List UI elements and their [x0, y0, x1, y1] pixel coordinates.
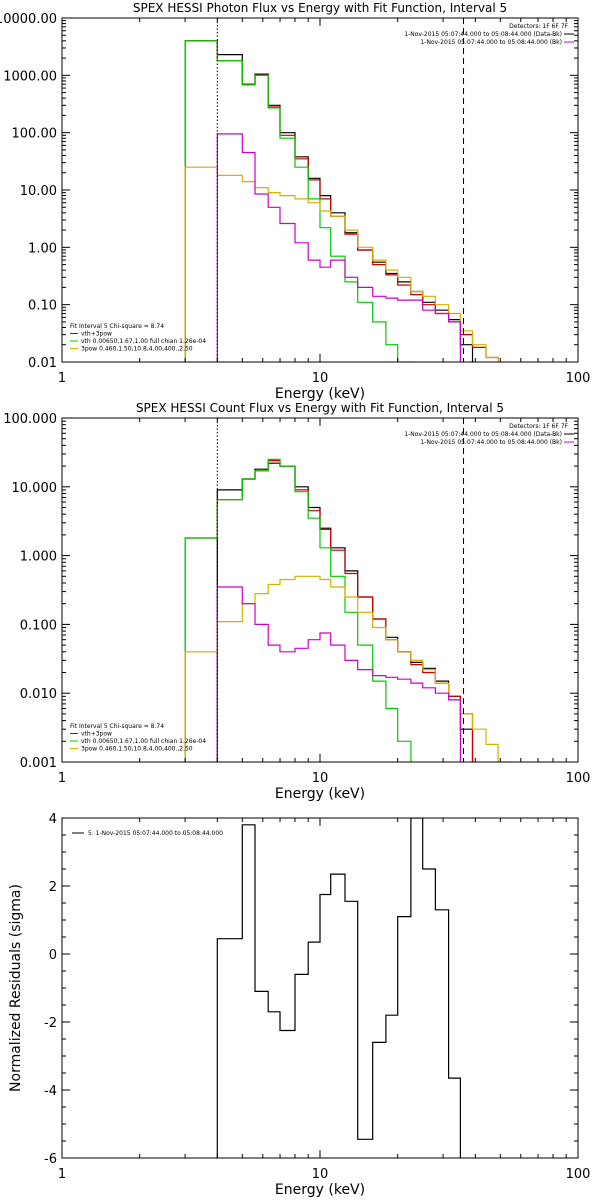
y-tick-label: -4: [44, 1084, 57, 1099]
y-tick-label: 10.00: [20, 184, 57, 199]
y-tick-label: 10000.00: [0, 12, 57, 27]
fit-legend-label: vth 0.00650,1.67,1.00 full chian 1.26e-0…: [81, 738, 206, 745]
y-tick-label: 0.10: [28, 299, 57, 314]
residual-legend-label: 5. 1-Nov-2015 05:07:44.000 to 05:08:44.0…: [88, 830, 223, 837]
x-tick-label: 1: [58, 771, 66, 786]
fit-legend-label: vth+3pow: [81, 331, 112, 338]
fit-legend-header: Fit Interval 5 Chi-square = 8.74: [70, 323, 164, 330]
count-flux-panel: SPEX HESSI Count Flux vs Energy with Fit…: [3, 401, 590, 802]
series-line-4: [216, 133, 461, 362]
y-tick-label: 0: [49, 948, 57, 963]
y-tick-label: 1.000: [20, 550, 57, 565]
chart-title: SPEX HESSI Count Flux vs Energy with Fit…: [136, 401, 504, 415]
x-tick-label: 10: [312, 371, 329, 386]
plot-area: [184, 40, 499, 362]
fit-legend-label: 3pow 0.460,1.50,10.8,4.00,400.,2.50: [81, 346, 193, 353]
y-tick-label: 100.000: [3, 412, 57, 427]
y-tick-label: 0.01: [28, 356, 57, 371]
y-axis-label: Normalized Residuals (sigma): [8, 884, 24, 1092]
series-line-2: [184, 458, 412, 762]
legend-entry-label: 1-Nov-2015 05:07:44.000 to 05:08:44.000 …: [404, 431, 562, 438]
fit-legend-label: vth 0.00650,1.67,1.00 full chian 1.26e-0…: [81, 338, 206, 345]
y-tick-label: -6: [44, 1152, 57, 1167]
y-tick-label: 4: [49, 812, 57, 827]
x-tick-label: 100: [566, 771, 591, 786]
y-tick-label: 0.001: [20, 756, 57, 771]
series-line-3: [184, 575, 511, 762]
photon-flux-panel: SPEX HESSI Photon Flux vs Energy with Fi…: [0, 1, 590, 402]
plot-frame: [61, 817, 579, 1159]
plot-frame: [61, 417, 579, 763]
x-tick-label: 10: [312, 1167, 329, 1182]
chart-title: SPEX HESSI Photon Flux vs Energy with Fi…: [133, 1, 507, 15]
legend-entry-label: 1-Nov-2015 05:07:44.000 to 05:08:44.000 …: [420, 439, 562, 446]
x-axis-label: Energy (keV): [275, 386, 365, 402]
fit-legend-label: vth+3pow: [81, 731, 112, 738]
y-tick-label: 100.00: [12, 127, 58, 142]
series-line-1: [184, 460, 474, 762]
series-line-4: [216, 586, 461, 762]
x-tick-label: 1: [58, 371, 66, 386]
plot-area: [216, 818, 461, 1158]
y-tick-label: 10.000: [12, 481, 58, 496]
x-tick-label: 100: [566, 371, 591, 386]
x-tick-label: 10: [312, 771, 329, 786]
legend-entry-label: 1-Nov-2015 05:07:44.000 to 05:08:44.000 …: [420, 39, 562, 46]
y-tick-label: -2: [44, 1016, 57, 1031]
x-axis-label: Energy (keV): [275, 1182, 365, 1198]
plot-area: [184, 458, 511, 762]
y-tick-label: 0.010: [20, 687, 57, 702]
y-tick-label: 2: [49, 880, 57, 895]
y-tick-label: 1000.00: [3, 69, 57, 84]
x-tick-label: 100: [566, 1167, 591, 1182]
series-line-0: [216, 818, 461, 1158]
legend-entry-label: 1-Nov-2015 05:07:44.000 to 05:08:44.000 …: [404, 31, 562, 38]
legend-detectors: Detectors: 1F 6F 7F: [509, 23, 568, 30]
legend-detectors: Detectors: 1F 6F 7F: [509, 423, 568, 430]
x-tick-label: 1: [58, 1167, 66, 1182]
y-tick-label: 0.100: [20, 618, 57, 633]
fit-legend-label: 3pow 0.460,1.50,10.8,4.00,400.,2.50: [81, 746, 193, 753]
series-line-2: [184, 40, 411, 362]
fit-legend-header: Fit Interval 5 Chi-square = 8.74: [70, 723, 164, 730]
series-line-0: [184, 40, 474, 362]
series-line-3: [184, 166, 499, 362]
y-tick-label: 1.00: [28, 241, 57, 256]
x-axis-label: Energy (keV): [275, 786, 365, 802]
residuals-panel: 1 10 100 Energy (keV) 4 2 0 -2 -4 -6 Normalized Re…: [8, 812, 590, 1198]
